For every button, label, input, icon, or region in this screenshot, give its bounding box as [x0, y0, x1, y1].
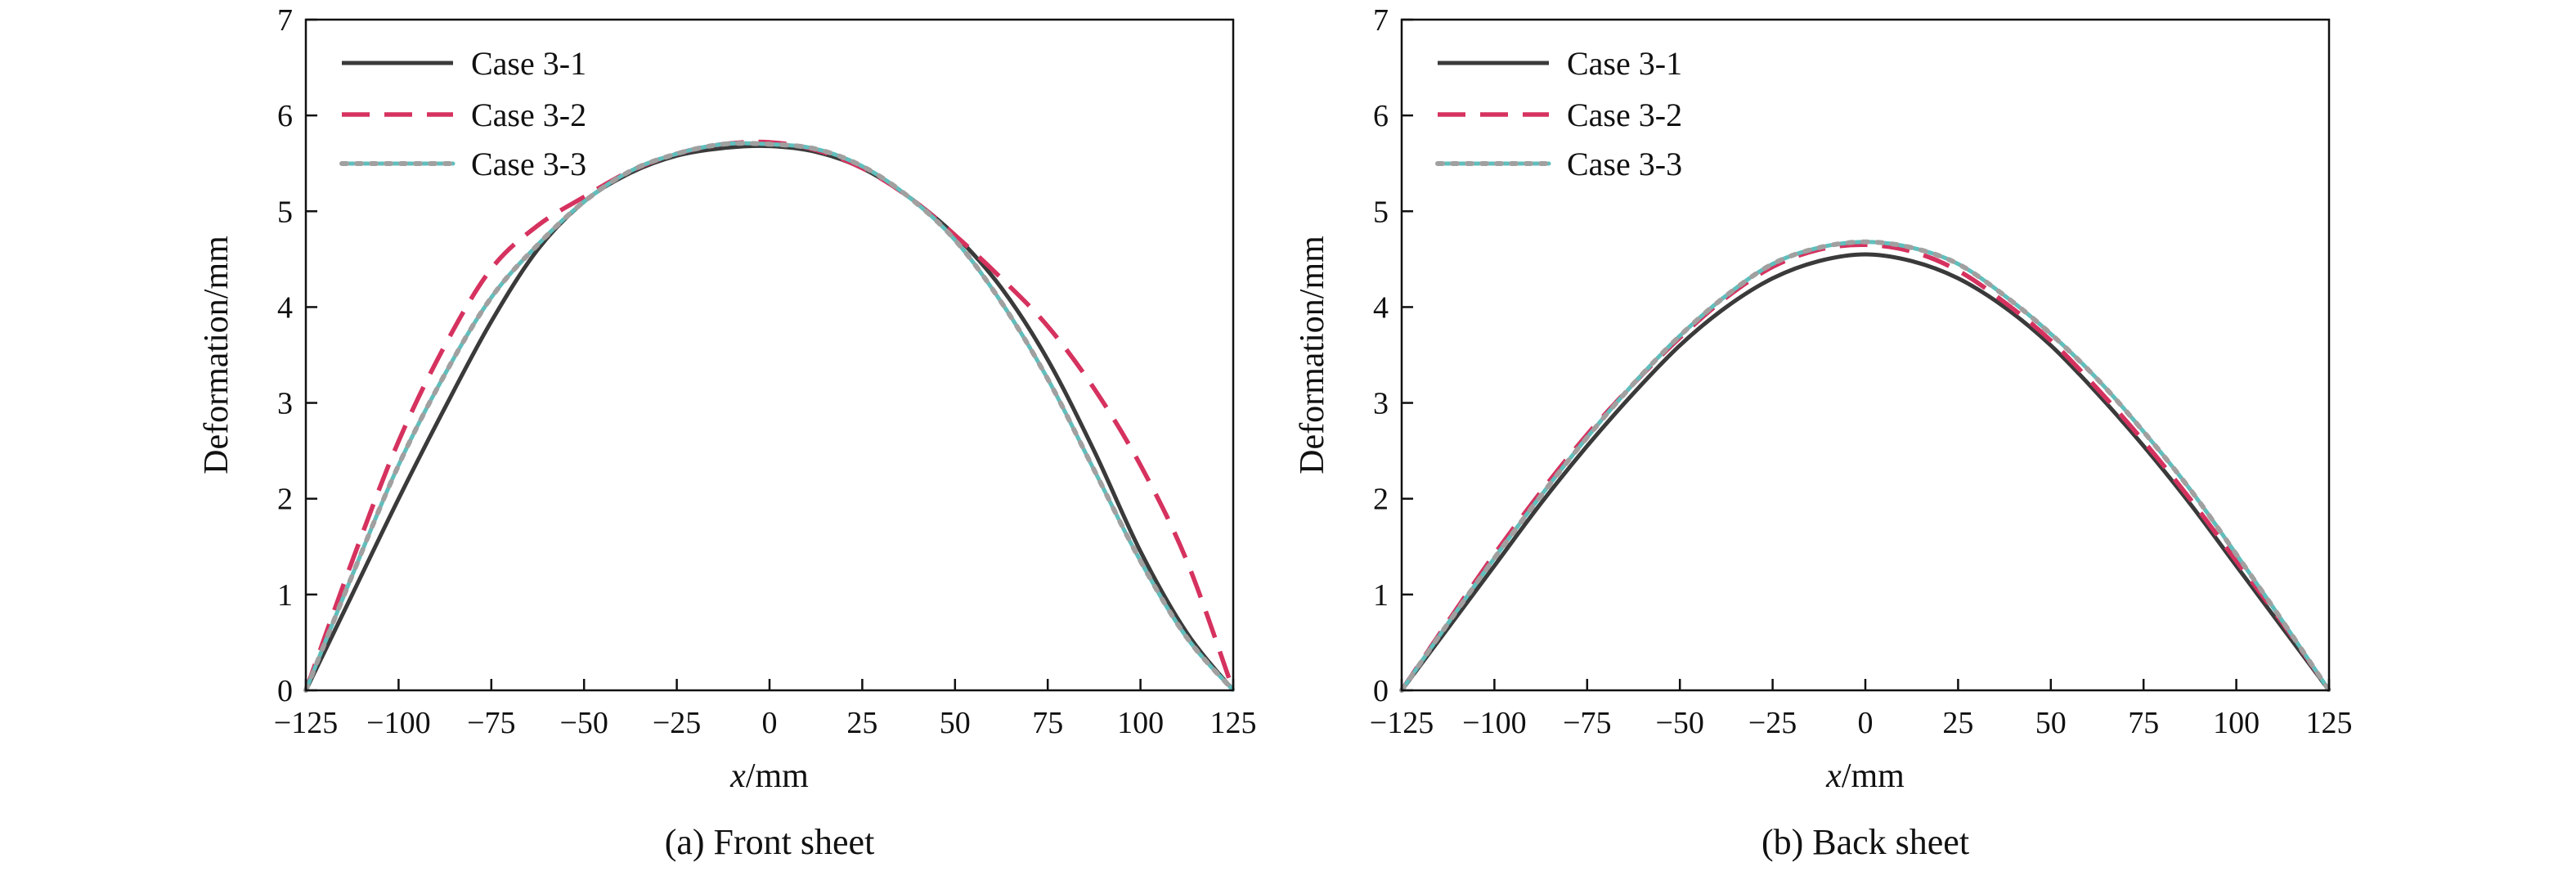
back-x-axis-label-unit: /mm [1842, 757, 1905, 795]
back-x-tick-label: −75 [1563, 706, 1611, 740]
back-series-case-3-2 [1399, 242, 2331, 692]
front-x-axis-label-variable: x [729, 757, 746, 795]
front-y-tick-label: 0 [277, 674, 293, 708]
front-y-tick-label: 6 [277, 99, 293, 133]
back-y-tick-label: 2 [1373, 483, 1389, 517]
back-y-tick-label: 5 [1373, 195, 1389, 229]
back-plot-frame [1400, 18, 2331, 692]
front-series-case-3-1 [303, 143, 1235, 692]
back-x-tick-label: 25 [1942, 706, 1973, 740]
front-series-case-3-3 [303, 141, 1236, 693]
front-x-tick-label: 25 [846, 706, 877, 740]
front-plot-frame [304, 18, 1235, 692]
front-x-tick-label: 50 [940, 706, 971, 740]
front-x-tick-label: 75 [1032, 706, 1063, 740]
front-x-tick-label: −125 [274, 706, 338, 740]
front-x-tick-label: −75 [467, 706, 515, 740]
back-caption: (b) Back sheet [1761, 822, 1969, 862]
front-caption: (a) Front sheet [665, 822, 875, 862]
front-y-tick-label: 4 [277, 290, 293, 325]
front-y-tick-label: 3 [277, 387, 293, 421]
front-y-tick-label: 5 [277, 195, 293, 229]
back-series-case-3-3-teal-dots [1399, 240, 2331, 693]
back-x-tick-label: −125 [1370, 706, 1434, 740]
front-y-tick-label: 7 [277, 3, 293, 38]
front-x-tick-label: 0 [762, 706, 778, 740]
back-x-tick-label: −50 [1655, 706, 1703, 740]
front-series-case-3-3-teal-dots [303, 141, 1236, 693]
back-y-tick-label: 4 [1373, 290, 1389, 325]
front-y-axis-label: Deformation/mm [198, 236, 236, 474]
front-legend-label-case-3-3: Case 3-3 [471, 146, 586, 182]
back-series-case-3-3 [1399, 239, 2331, 693]
back-x-tick-label: 50 [2035, 706, 2067, 740]
front-legend-label-case-3-2: Case 3-2 [471, 97, 586, 133]
back-legend-label-case-3-3: Case 3-3 [1567, 146, 1682, 182]
back-legend-label-case-3-1: Case 3-1 [1567, 45, 1682, 82]
back-x-tick-label: 75 [2128, 706, 2159, 740]
front-x-axis-label-unit: /mm [746, 757, 809, 795]
front-x-tick-label: −100 [366, 706, 430, 740]
panel-back-sheet: −125 −100 −75 −50 −25 0 25 50 75 100 125 0 1 2 3 4 5 6 7 De… [1294, 3, 2353, 862]
front-x-tick-label: 125 [1210, 706, 1257, 740]
back-x-tick-label: −100 [1462, 706, 1526, 740]
front-y-tick-label: 1 [277, 578, 293, 613]
front-y-tick-label: 2 [277, 483, 293, 517]
back-x-tick-label: −25 [1748, 706, 1797, 740]
back-y-tick-label: 3 [1373, 387, 1389, 421]
back-y-axis-label: Deformation/mm [1294, 236, 1331, 474]
front-legend-label-case-3-1: Case 3-1 [471, 45, 586, 82]
back-x-axis-label-variable: x [1825, 757, 1842, 795]
back-x-tick-label: 100 [2213, 706, 2260, 740]
back-legend-label-case-3-2: Case 3-2 [1567, 97, 1682, 133]
front-series-case-3-2 [303, 139, 1236, 691]
back-x-tick-label: 125 [2306, 706, 2353, 740]
back-y-tick-label: 1 [1373, 578, 1389, 613]
back-x-tick-label: 0 [1858, 706, 1874, 740]
panel-front-sheet: −125 −100 −75 −50 −25 0 25 50 75 100 125 0 1 2 3 4 5 6 7 De… [198, 3, 1257, 862]
front-x-tick-label: −50 [559, 706, 608, 740]
front-x-tick-label: 100 [1117, 706, 1164, 740]
back-y-tick-label: 7 [1373, 3, 1389, 38]
front-x-axis-label: x/mm [729, 757, 809, 795]
back-x-axis-label: x/mm [1825, 757, 1905, 795]
front-x-tick-label: −25 [653, 706, 701, 740]
back-series-case-3-1 [1399, 252, 2331, 692]
back-y-tick-label: 6 [1373, 99, 1389, 133]
back-y-tick-label: 0 [1373, 674, 1389, 708]
